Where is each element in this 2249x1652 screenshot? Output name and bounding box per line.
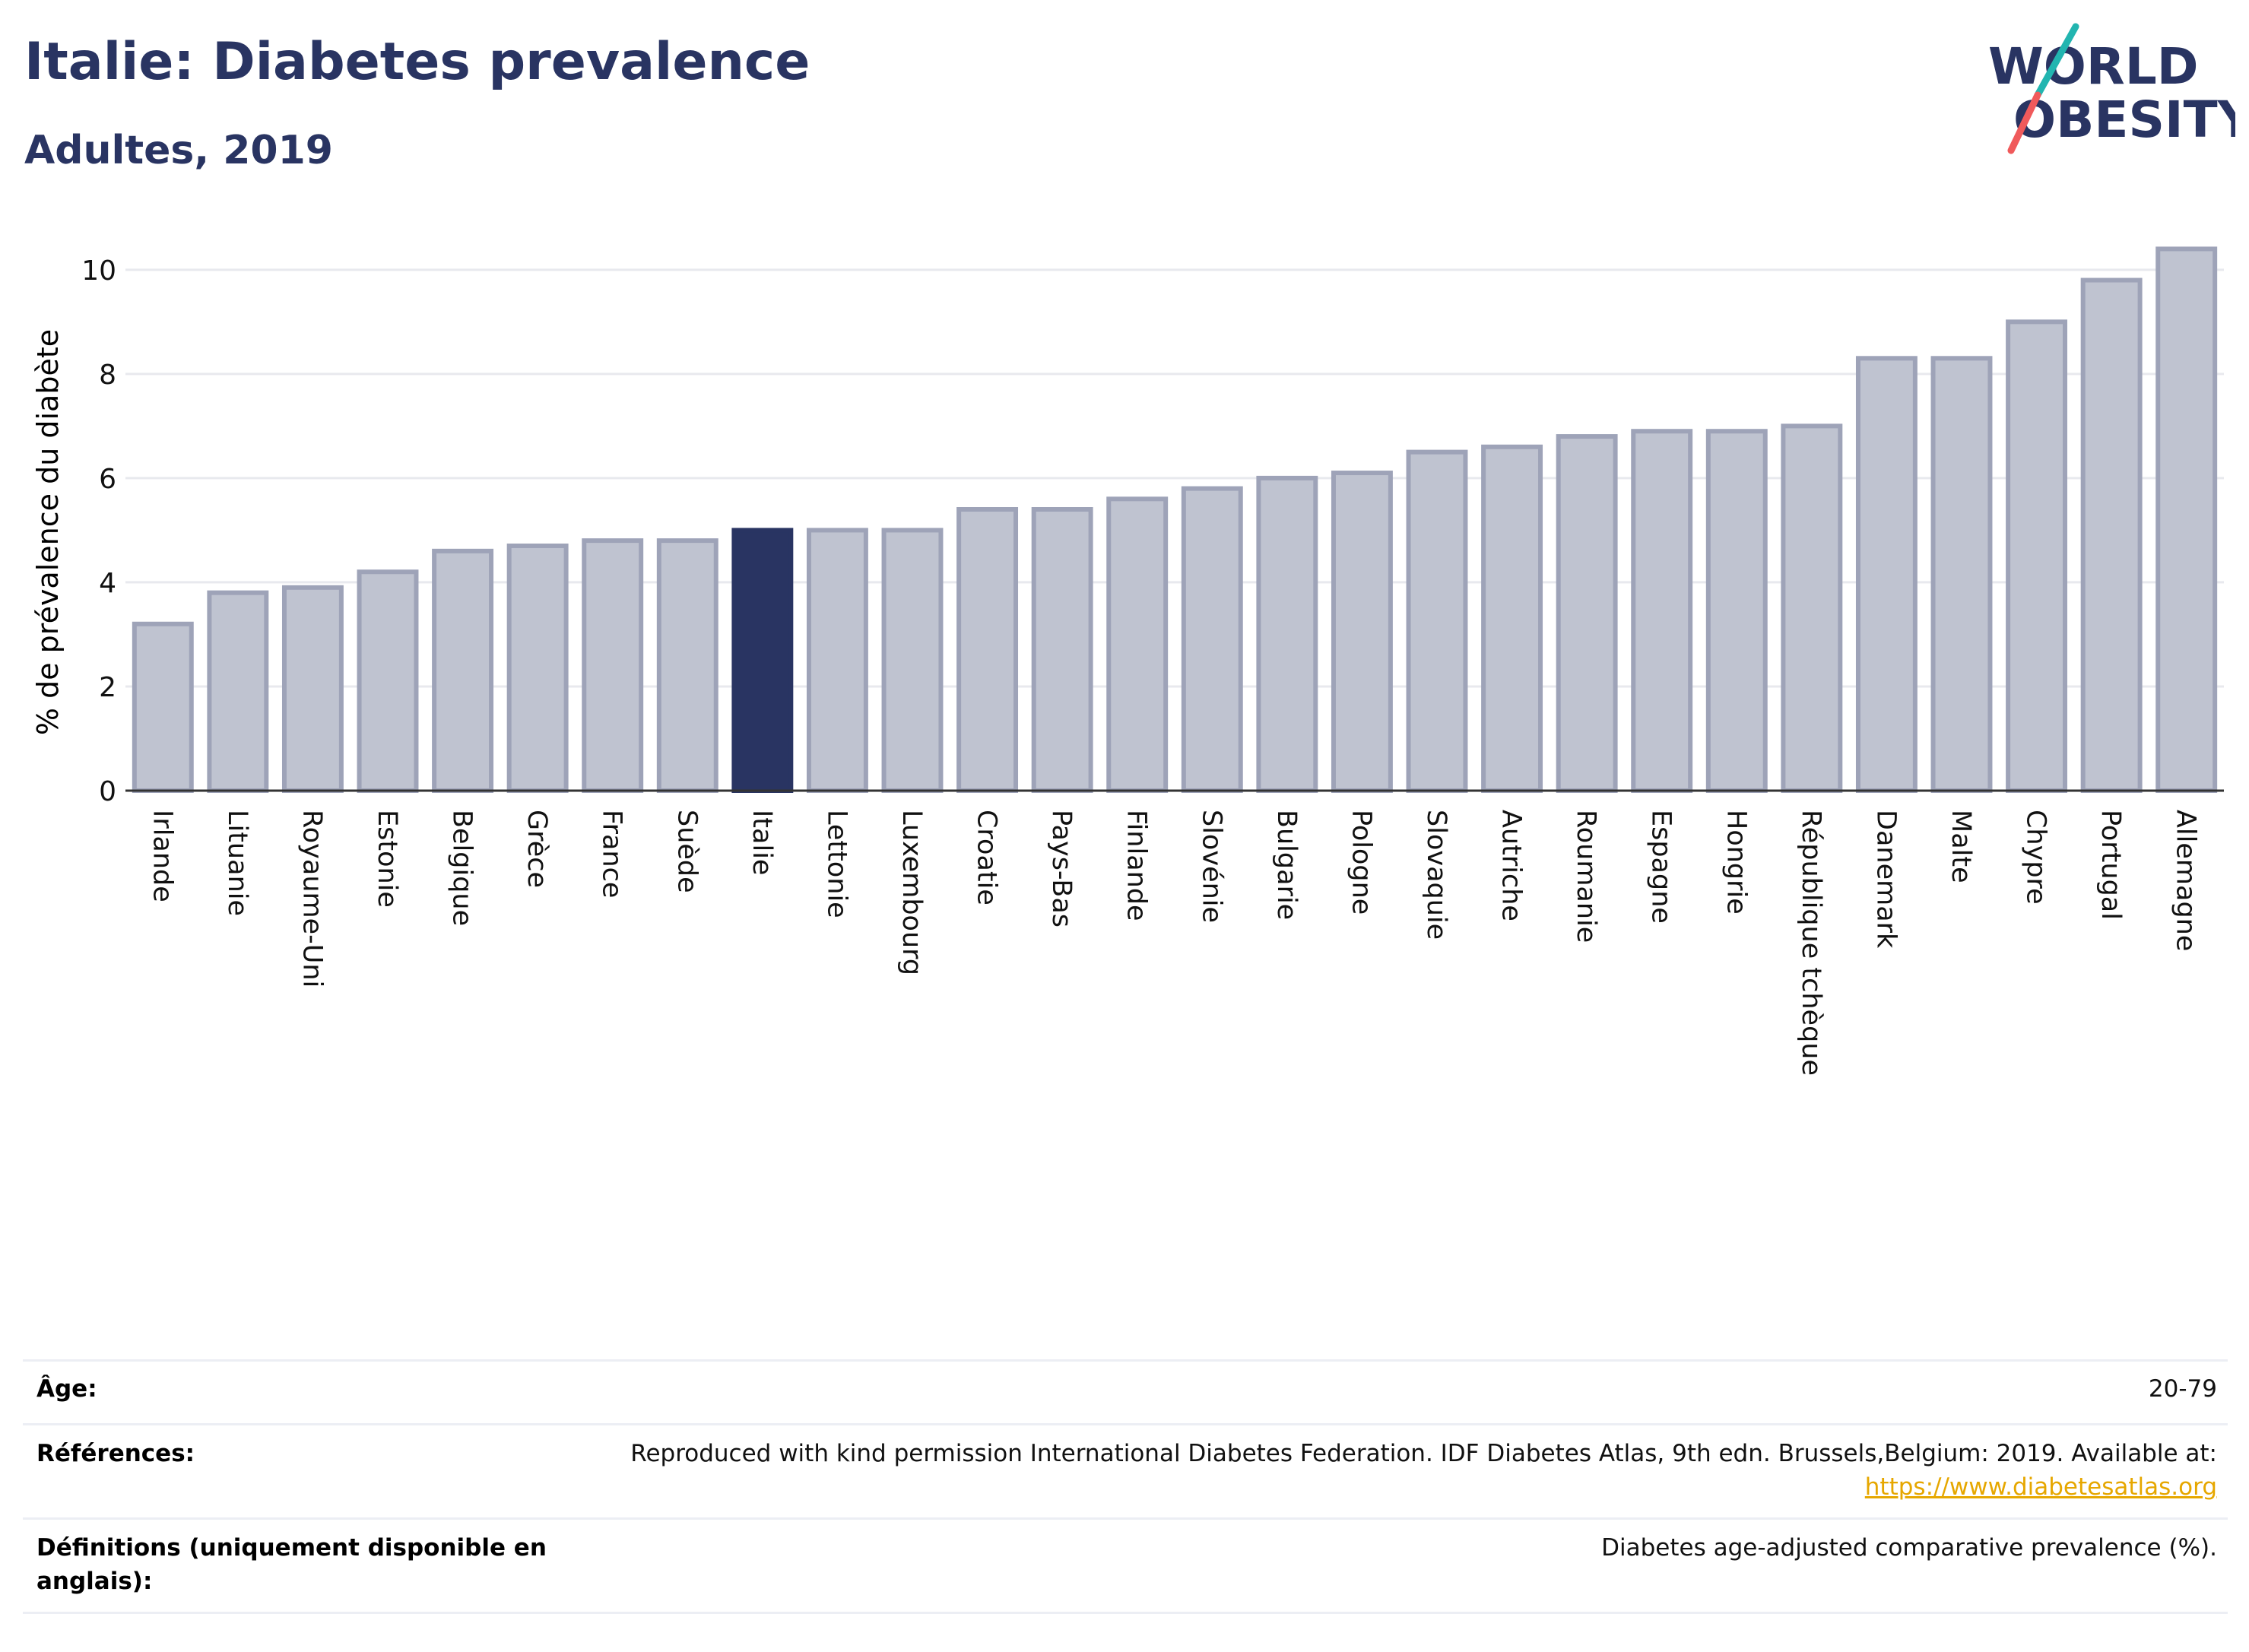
bar <box>656 538 718 793</box>
bar <box>1705 429 1768 793</box>
bar <box>357 569 419 793</box>
bar <box>1481 444 1543 793</box>
x-tick-label: Autriche <box>1496 810 1527 921</box>
x-tick-label: Allemagne <box>2171 810 2201 951</box>
y-tick-label: 2 <box>99 672 116 703</box>
references-link[interactable]: https://www.diabetesatlas.org <box>1864 1473 2217 1501</box>
bar <box>506 543 569 793</box>
meta-divider <box>23 1359 2228 1362</box>
bar <box>2080 277 2143 794</box>
x-tick-label: Bulgarie <box>1271 810 1302 920</box>
bar <box>582 538 644 793</box>
x-tick-label: Pologne <box>1346 810 1376 915</box>
x-tick-label: France <box>597 810 627 898</box>
meta-row-references: Références: Reproduced with kind permiss… <box>23 1437 2228 1513</box>
logo-slash-red <box>2007 91 2041 154</box>
y-tick-labels: 0 2 4 6 8 10 <box>81 255 116 807</box>
x-tick-label: Portugal <box>2095 810 2126 920</box>
bar <box>1331 471 1393 793</box>
definitions-label-line-2: anglais): <box>36 1568 153 1595</box>
x-tick-label: Slovaquie <box>1421 810 1451 940</box>
x-tick-label: Roumanie <box>1571 810 1601 943</box>
y-axis-label: % de prévalence du diabète <box>31 329 65 735</box>
page-title: Italie: Diabetes prevalence <box>24 32 810 92</box>
bar <box>432 548 494 793</box>
bar <box>207 590 269 793</box>
age-label: Âge: <box>36 1375 97 1403</box>
x-tick-label: Croatie <box>972 810 1002 905</box>
bar <box>1256 475 1318 794</box>
bar <box>1930 356 1993 793</box>
x-tick-label: République tchèque <box>1796 810 1826 1076</box>
logo-slash-teal <box>2034 23 2079 99</box>
x-tick-label: Finlande <box>1121 810 1152 921</box>
x-tick-label: Grèce <box>522 810 552 888</box>
age-value: 20-79 <box>2148 1375 2217 1403</box>
bar <box>1181 486 1243 793</box>
meta-row-definitions: Définitions (uniquement disponible en an… <box>23 1531 2228 1607</box>
world-obesity-logo: WORLD OBESITY <box>1988 23 2235 154</box>
x-tick-label: Lettonie <box>821 810 852 918</box>
y-tick-label: 10 <box>81 255 116 287</box>
bar <box>1556 434 1618 794</box>
x-tick-label: Irlande <box>147 810 177 902</box>
x-tick-label: Chypre <box>2021 810 2051 905</box>
bar <box>132 621 194 793</box>
bars-layer <box>132 246 2218 794</box>
x-tick-label: Pays-Bas <box>1046 810 1077 927</box>
bar <box>1106 496 1169 794</box>
x-tick-label: Espagne <box>1646 810 1676 924</box>
meta-divider <box>23 1517 2228 1520</box>
logo-line-2: OBESITY <box>2013 90 2235 149</box>
meta-divider <box>23 1423 2228 1425</box>
definitions-label-line-1: Définitions (uniquement disponible en <box>36 1534 547 1562</box>
x-tick-label: Belgique <box>447 810 477 926</box>
definitions-value: Diabetes age-adjusted comparative preval… <box>1601 1534 2217 1562</box>
x-tick-label: Luxembourg <box>896 810 927 975</box>
bar <box>1631 429 1693 793</box>
bar <box>806 528 868 793</box>
x-tick-label: Estonie <box>372 810 402 908</box>
x-tick-label: Danemark <box>1870 810 1901 949</box>
meta-divider <box>23 1612 2228 1614</box>
bar <box>1855 356 1918 793</box>
bar <box>2006 319 2068 794</box>
y-tick-label: 6 <box>99 464 116 495</box>
references-label: Références: <box>36 1440 195 1467</box>
bar <box>1406 449 1468 793</box>
bar <box>881 528 944 793</box>
x-tick-label: Royaume-Uni <box>297 810 327 988</box>
x-tick-label: Lituanie <box>222 810 252 916</box>
meta-row-age: Âge: 20-79 <box>23 1372 2228 1418</box>
y-tick-label: 8 <box>99 360 116 391</box>
bar <box>281 585 344 793</box>
bar-chart: 0 2 4 6 8 10 Irlande Lituanie Royaume-Uni Estoni… <box>31 246 2224 1076</box>
x-tick-labels: Irlande Lituanie Royaume-Uni Estonie Belgiqu… <box>147 810 2200 1076</box>
x-tick-label: Slovénie <box>1196 810 1226 923</box>
bar <box>956 507 1019 793</box>
y-tick-label: 4 <box>99 568 116 599</box>
logo-line-1: WORLD <box>1988 37 2199 96</box>
x-tick-label: Suède <box>671 810 702 893</box>
x-tick-label: Italie <box>747 810 777 875</box>
bar-highlight <box>731 528 794 793</box>
references-value: Reproduced with kind permission Internat… <box>630 1440 2217 1467</box>
bar <box>1781 423 1843 793</box>
y-tick-label: 0 <box>99 776 116 807</box>
page-subtitle: Adultes, 2019 <box>24 128 333 173</box>
bar <box>2155 246 2218 793</box>
bar <box>1031 507 1093 793</box>
x-tick-label: Hongrie <box>1721 810 1751 915</box>
x-tick-label: Malte <box>1946 810 1976 883</box>
